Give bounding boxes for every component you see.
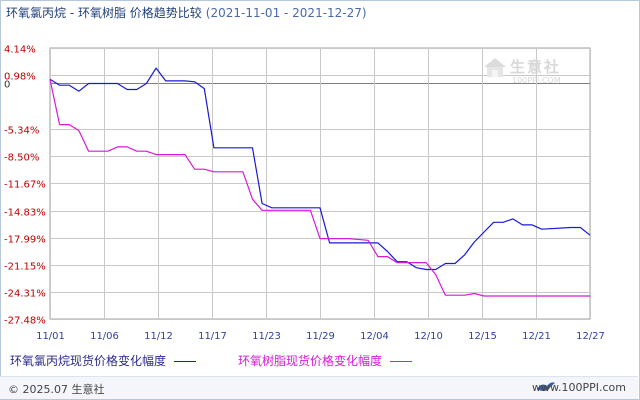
x-tick-label: 12/27: [576, 331, 605, 342]
logo-name: 生意社: [510, 58, 562, 76]
y-tick-label: 4.14%: [4, 45, 36, 56]
y-tick-label: -27.48%: [4, 316, 46, 327]
series-line-2: [49, 79, 590, 297]
legend-item-series2: 环氧树脂现货价格变化幅度: [238, 352, 413, 369]
y-tick-label: -14.83%: [4, 208, 46, 219]
footer-bar: © 2025.07 生意社 www.100PPI.com: [0, 376, 638, 399]
legend-label-series2: 环氧树脂现货价格变化幅度: [238, 354, 383, 368]
x-tick-label: 11/01: [36, 331, 65, 342]
y-tick-label: -11.67%: [4, 180, 46, 191]
site-link[interactable]: www.100PPI.com: [532, 381, 626, 394]
x-tick-label: 11/06: [90, 331, 119, 342]
y-tick-label: 0.98%: [4, 72, 36, 83]
copyright-text: © 2025.07 生意社: [8, 383, 105, 396]
bird-logo-icon: [537, 382, 555, 391]
y-tick-label: -8.50%: [4, 153, 39, 164]
chart-title-range: (2021-11-01 - 2021-12-27): [205, 6, 367, 20]
x-tick-label: 11/17: [198, 331, 227, 342]
x-tick-label: 12/15: [468, 331, 497, 342]
y-tick-label: -24.31%: [4, 289, 46, 300]
logo-url: 100PPI.COM: [512, 76, 561, 85]
legend-swatch-series1: [174, 361, 197, 362]
y-tick-label: -21.15%: [4, 262, 46, 273]
x-tick-label: 11/23: [252, 331, 281, 342]
x-tick-label: 11/29: [306, 331, 335, 342]
chart-title: 环氧氯丙烷 - 环氧树脂 价格趋势比较 (2021-11-01 - 2021-12…: [6, 4, 367, 21]
watermark-logo: 生意社 100PPI.COM: [482, 56, 582, 92]
y-tick-label: -17.99%: [4, 235, 46, 246]
x-tick-label: 11/12: [144, 331, 173, 342]
chart-title-main: 环氧氯丙烷 - 环氧树脂 价格趋势比较: [6, 6, 202, 20]
legend-label-series1: 环氧氯丙烷现货价格变化幅度: [10, 354, 167, 368]
x-tick-label: 12/04: [360, 331, 389, 342]
house-logo-icon: [484, 58, 506, 77]
legend-swatch-series2: [390, 361, 413, 362]
legend-item-series1: 环氧氯丙烷现货价格变化幅度: [10, 352, 197, 369]
y-tick-label: -5.34%: [4, 126, 39, 137]
x-tick-label: 12/10: [414, 331, 443, 342]
chart-legend: 环氧氯丙烷现货价格变化幅度 环氧树脂现货价格变化幅度: [10, 352, 630, 368]
x-tick-label: 12/21: [522, 331, 551, 342]
series-line-1: [49, 67, 591, 271]
y-tick-label: 0: [4, 80, 10, 91]
